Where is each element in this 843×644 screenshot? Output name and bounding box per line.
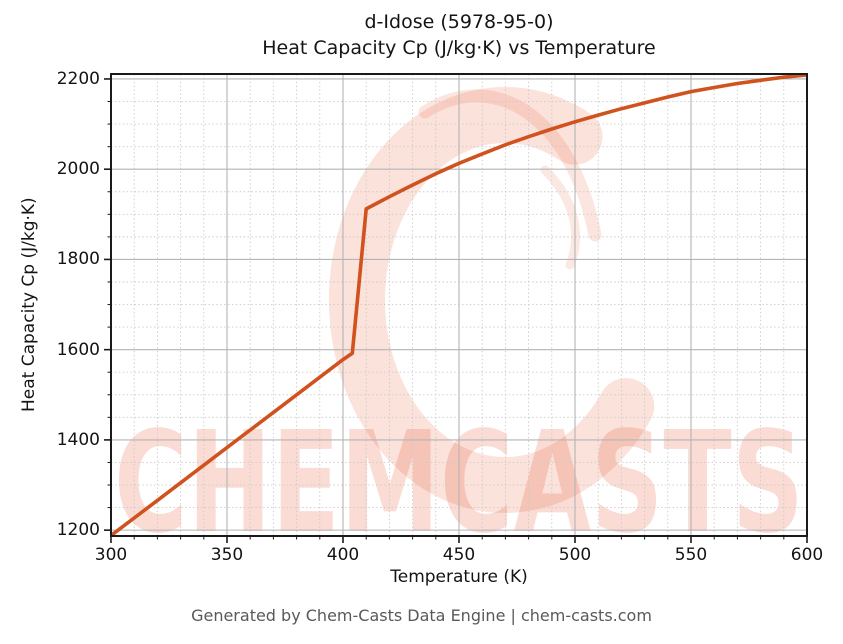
watermark-swirl-icon bbox=[328, 87, 655, 513]
chart-title: d-Idose (5978-95-0) Heat Capacity Cp (J/… bbox=[111, 9, 807, 61]
chart-title-line1: d-Idose (5978-95-0) bbox=[364, 11, 554, 33]
y-tick-label: 1200 bbox=[56, 520, 100, 541]
cp-vs-temperature-curve bbox=[111, 74, 807, 536]
data-series bbox=[111, 74, 807, 536]
y-tick-label: 2000 bbox=[56, 159, 100, 180]
x-tick-label: 550 bbox=[674, 545, 708, 565]
x-tick-label: 350 bbox=[210, 545, 244, 565]
chart-title-line2: Heat Capacity Cp (J/kg·K) vs Temperature bbox=[262, 37, 656, 59]
x-axis-label: Temperature (K) bbox=[390, 567, 528, 587]
watermark-swirl-accent2-icon bbox=[540, 165, 580, 270]
y-tick-label: 1600 bbox=[56, 339, 100, 360]
x-tick-label: 400 bbox=[326, 545, 360, 565]
footer-credit: Generated by Chem-Casts Data Engine | ch… bbox=[191, 606, 652, 625]
y-tick-label: 1400 bbox=[56, 429, 100, 450]
gridlines-major bbox=[111, 74, 807, 536]
y-tick-label: 1800 bbox=[56, 249, 100, 270]
y-tick-label: 2200 bbox=[56, 68, 100, 89]
x-tick-label: 500 bbox=[558, 545, 592, 565]
x-tick-label: 450 bbox=[442, 545, 476, 565]
x-tick-label: 300 bbox=[94, 545, 128, 565]
plot-spines bbox=[110, 73, 808, 537]
watermark-swirl-accent-icon bbox=[418, 89, 602, 242]
x-tick-label: 600 bbox=[790, 545, 824, 565]
